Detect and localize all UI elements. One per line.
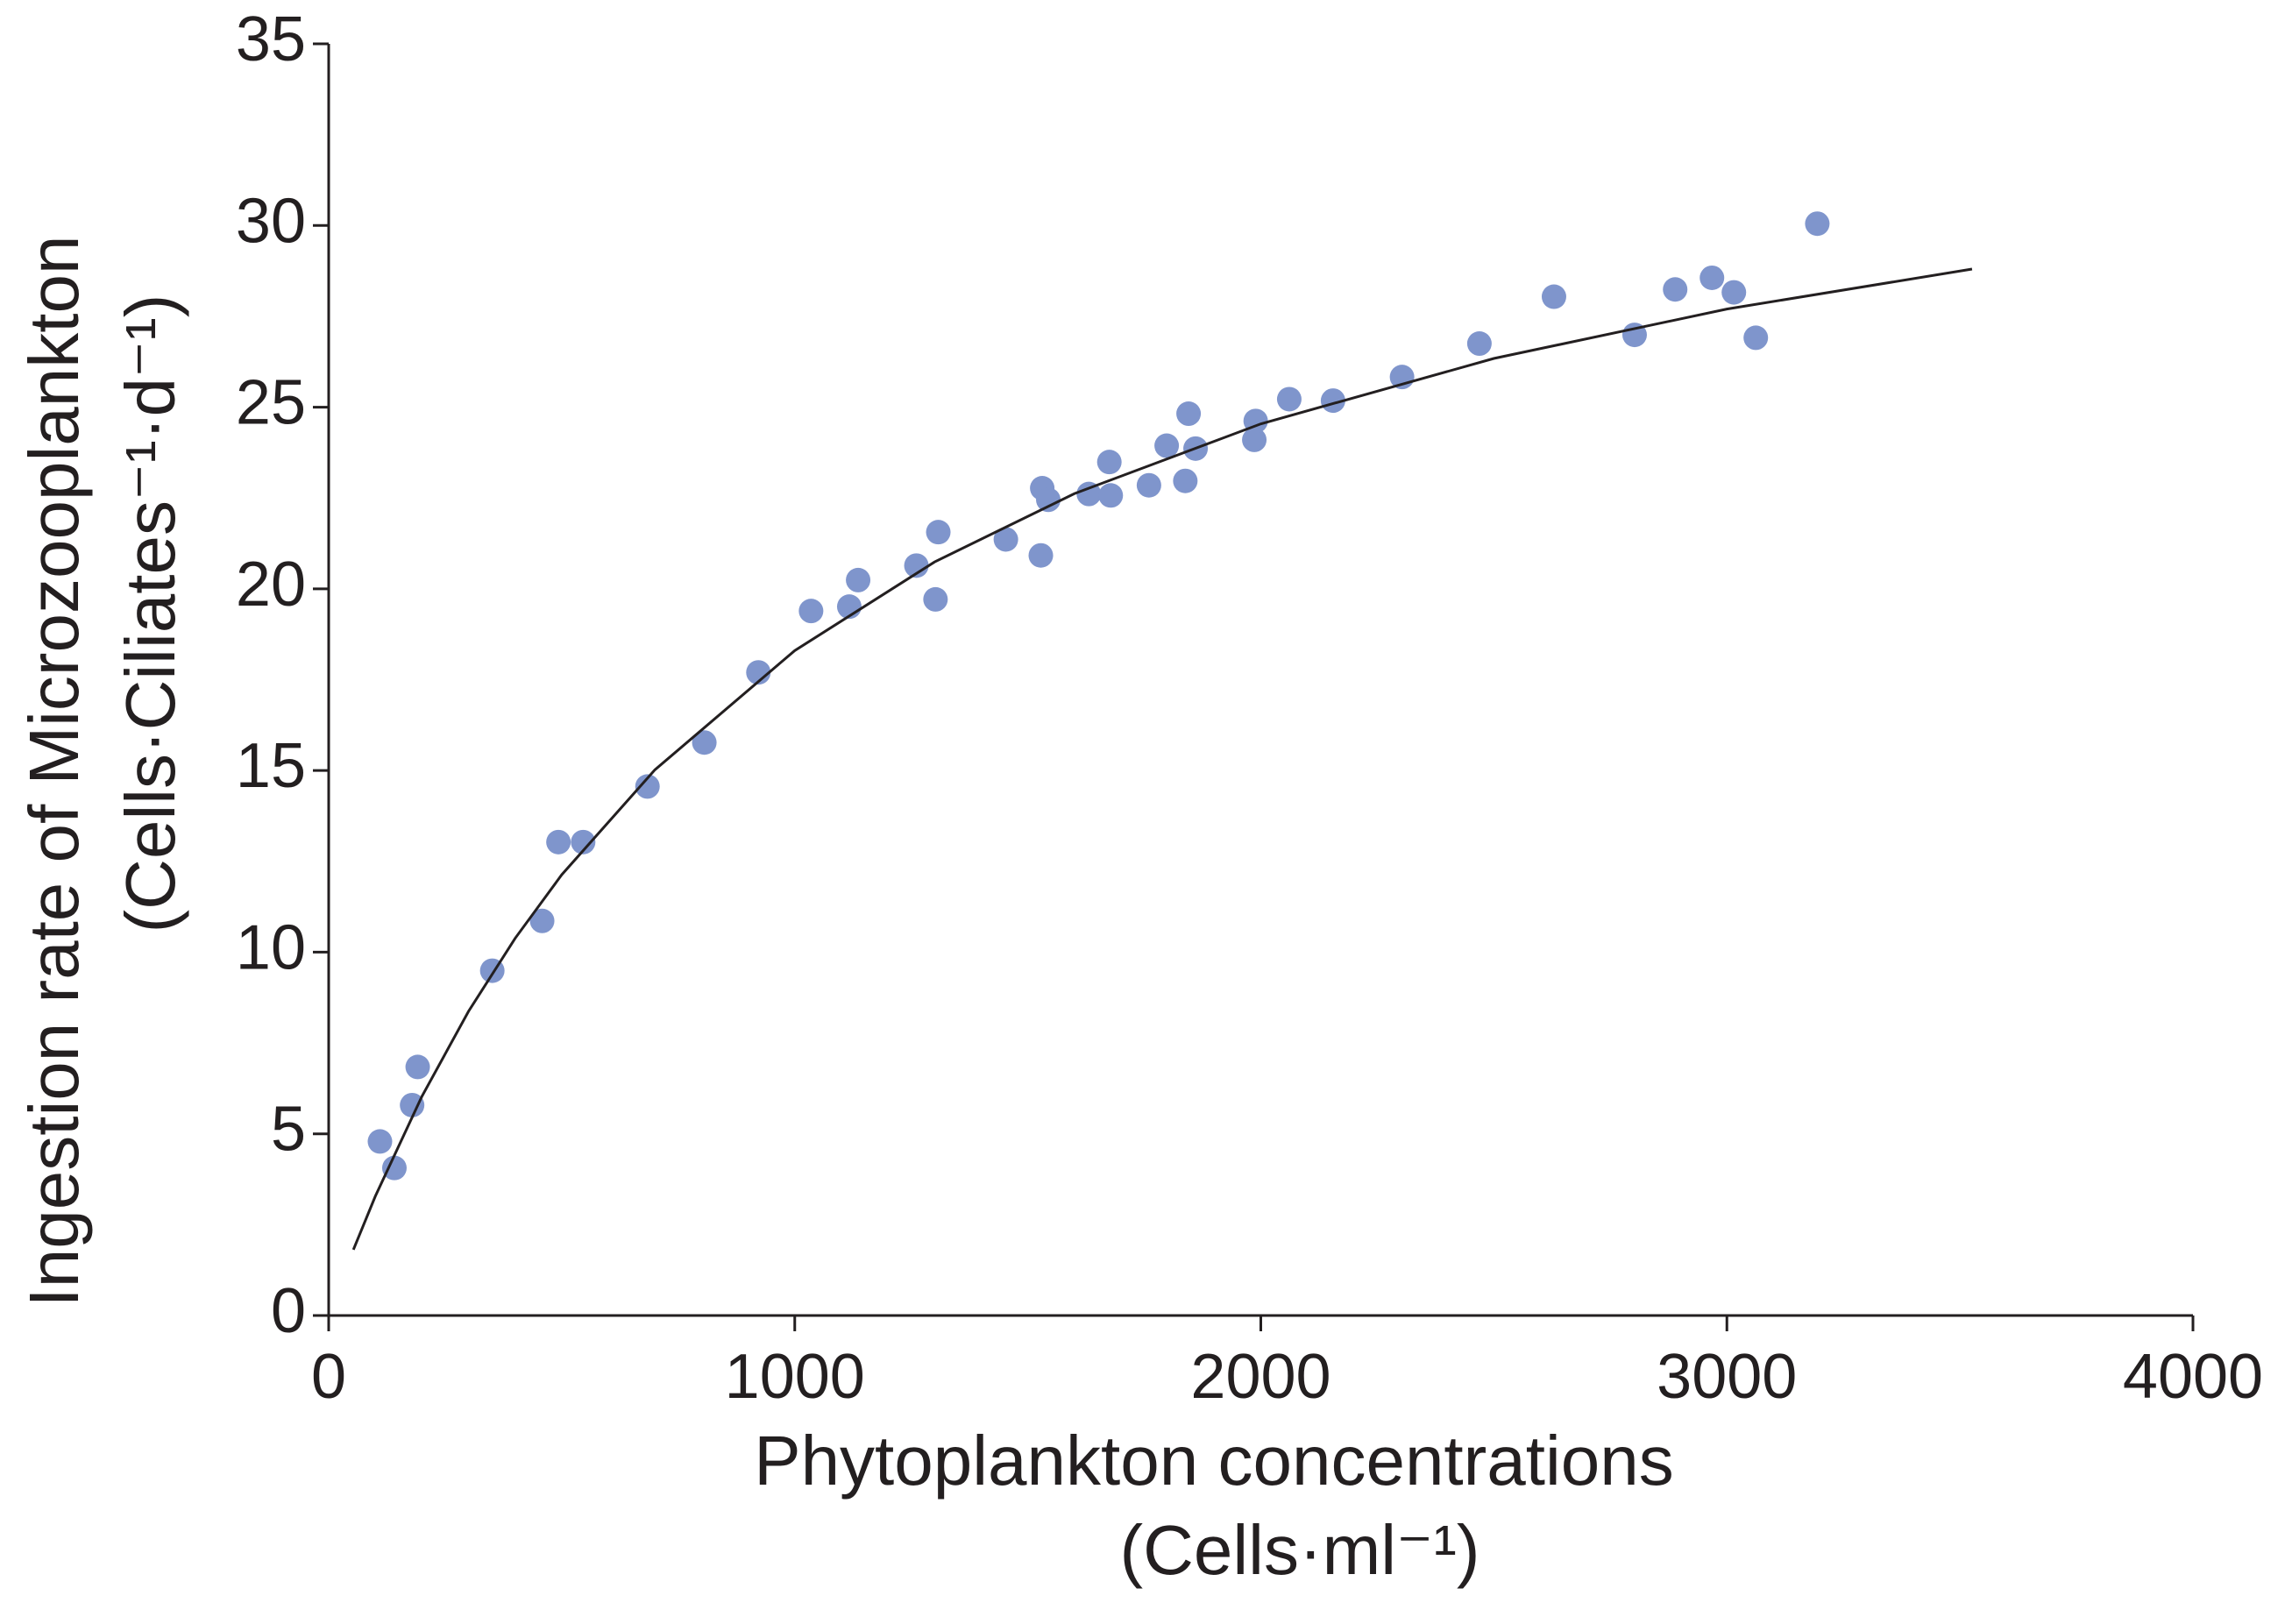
x-tick-label: 3000 <box>1657 1342 1797 1412</box>
data-point <box>1076 481 1102 507</box>
data-point <box>798 599 824 624</box>
x-tick-label: 1000 <box>725 1342 865 1412</box>
data-point <box>367 1129 393 1154</box>
data-point <box>1699 265 1725 290</box>
data-point <box>1096 450 1122 475</box>
data-point <box>692 730 717 755</box>
data-point <box>400 1092 425 1117</box>
y-tick-label: 10 <box>236 912 306 982</box>
data-point <box>904 553 929 578</box>
y-tick-label: 0 <box>271 1276 306 1346</box>
data-point <box>405 1054 430 1080</box>
data-point <box>529 908 555 933</box>
data-point <box>381 1155 407 1181</box>
data-point <box>1743 325 1769 351</box>
x-axis-title: Phytoplankton concentrations <box>754 1422 1674 1500</box>
y-axis-title: Ingestion rate of Microzooplankton <box>15 236 93 1308</box>
data-point <box>926 520 951 545</box>
y-tick-label: 30 <box>236 186 306 256</box>
y-tick-label: 5 <box>271 1095 306 1165</box>
data-point <box>1663 277 1688 302</box>
data-point <box>571 829 596 855</box>
x-tick-label: 2000 <box>1190 1342 1330 1412</box>
data-point <box>923 586 948 612</box>
data-point <box>846 567 871 592</box>
data-point <box>1136 472 1161 498</box>
data-point <box>1036 487 1061 513</box>
data-point <box>1028 543 1054 568</box>
y-tick-label: 15 <box>236 731 306 801</box>
data-point <box>546 829 571 855</box>
y-tick-label: 20 <box>236 550 306 620</box>
x-axis-unit: (Cells·ml⁻¹) <box>1119 1511 1480 1589</box>
data-point <box>1466 331 1492 357</box>
data-point <box>1805 211 1830 237</box>
data-point <box>1098 483 1124 508</box>
fit-curve <box>351 267 1973 1251</box>
y-tick-label: 35 <box>236 4 306 74</box>
data-point <box>635 774 660 799</box>
x-tick-label: 0 <box>311 1342 346 1412</box>
data-point <box>1276 386 1302 412</box>
data-point <box>1541 284 1566 309</box>
data-point <box>1154 433 1180 458</box>
data-point <box>1721 280 1747 305</box>
y-tick-label: 25 <box>236 368 306 438</box>
data-point <box>746 660 771 685</box>
y-axis-unit: (Cells·Ciliates⁻¹·d⁻¹) <box>111 294 189 933</box>
data-point <box>1320 388 1345 414</box>
x-tick-label: 4000 <box>2123 1342 2263 1412</box>
data-point <box>1173 468 1198 493</box>
data-point <box>1242 427 1267 452</box>
data-point <box>993 527 1018 552</box>
data-point <box>1176 401 1202 427</box>
